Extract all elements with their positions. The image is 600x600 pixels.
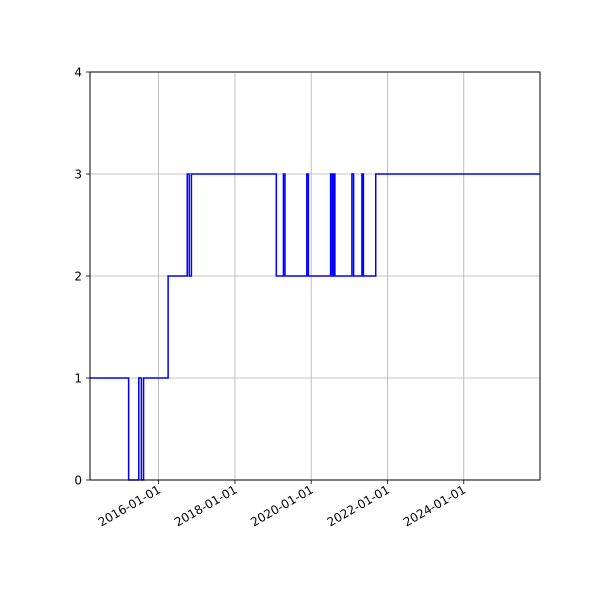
- y-tick-label: 4: [74, 66, 82, 80]
- series-layer: [90, 173, 540, 481]
- y-tick-label: 3: [74, 168, 82, 182]
- y-tick-label: 0: [74, 474, 82, 488]
- y-tick-label: 1: [74, 372, 82, 386]
- y-tick-label: 2: [74, 270, 82, 284]
- series-line: [90, 173, 540, 481]
- tick-marks: [86, 71, 465, 484]
